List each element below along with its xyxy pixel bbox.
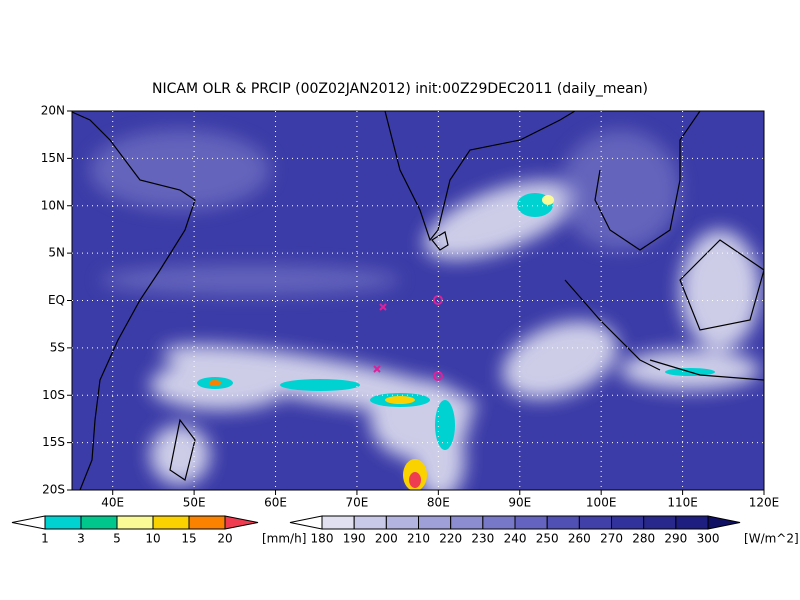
colorbar-box xyxy=(450,515,484,530)
olr-mid xyxy=(90,130,680,295)
colorbar-box xyxy=(188,515,226,530)
y-tick-label: 10N xyxy=(41,198,65,212)
colorbar-label: 250 xyxy=(536,532,559,546)
precip-patches xyxy=(197,193,715,490)
colorbar-box xyxy=(152,515,190,530)
y-tick-label: 20N xyxy=(41,104,65,118)
colorbar-label: 210 xyxy=(407,532,430,546)
colorbar-unit: [W/m^2] xyxy=(744,532,799,546)
x-tick-label: 80E xyxy=(427,496,450,510)
colorbar-box xyxy=(44,515,82,530)
colorbar-box xyxy=(321,515,355,530)
colorbar-box xyxy=(578,515,613,530)
x-tick-label: 110E xyxy=(667,496,698,510)
y-tick-label: 5S xyxy=(50,340,65,354)
coastlines xyxy=(72,111,764,490)
x-tick-label: 50E xyxy=(183,496,206,510)
colorbar-box xyxy=(482,515,516,530)
map-field xyxy=(72,111,764,490)
y-tick-label: 15N xyxy=(41,151,65,165)
colorbar-label: 280 xyxy=(632,532,655,546)
colorbar-label: 200 xyxy=(375,532,398,546)
colorbar-label: 1 xyxy=(41,532,49,546)
colorbar-label: 220 xyxy=(439,532,462,546)
y-tick-label: EQ xyxy=(48,293,65,307)
colorbar-label: 20 xyxy=(217,532,232,546)
x-tick-label: 70E xyxy=(346,496,369,510)
colorbar-arrow xyxy=(707,515,741,530)
colorbar-label: 5 xyxy=(113,532,121,546)
colorbar-label: 240 xyxy=(504,532,527,546)
colorbar-label: 180 xyxy=(311,532,334,546)
colorbar-box xyxy=(514,515,548,530)
x-tick-label: 90E xyxy=(508,496,531,510)
colorbar-box xyxy=(675,515,709,530)
colorbar-box xyxy=(418,515,452,530)
colorbar-label: 290 xyxy=(664,532,687,546)
y-tick-label: 5N xyxy=(48,246,65,260)
colorbar-label: 15 xyxy=(181,532,196,546)
colorbar-box xyxy=(611,515,645,530)
colorbar-label: 260 xyxy=(568,532,591,546)
colorbar-box xyxy=(643,515,677,530)
y-tick-label: 10S xyxy=(42,388,65,402)
storm-markers xyxy=(373,295,443,381)
colorbar-label: 190 xyxy=(343,532,366,546)
colorbar-label: 10 xyxy=(145,532,160,546)
colorbar-box xyxy=(80,515,118,530)
colorbar-arrow xyxy=(289,515,323,530)
colorbar-label: 270 xyxy=(600,532,623,546)
y-tick-label: 15S xyxy=(42,435,65,449)
colorbar-label: 3 xyxy=(77,532,85,546)
x-tick-label: 100E xyxy=(586,496,617,510)
colorbar-arrow xyxy=(224,515,259,530)
y-tick-label: 20S xyxy=(42,483,65,497)
title: NICAM OLR & PRCIP (00Z02JAN2012) init:00… xyxy=(152,81,648,97)
x-tick-label: 40E xyxy=(101,496,124,510)
colorbar-label: 230 xyxy=(471,532,494,546)
x-tick-label: 120E xyxy=(749,496,780,510)
colorbar-box xyxy=(116,515,154,530)
colorbar-label: 300 xyxy=(697,532,720,546)
colorbar-box xyxy=(385,515,420,530)
x-tick-label: 60E xyxy=(264,496,287,510)
colorbar-box xyxy=(353,515,387,530)
colorbar-unit: [mm/h] xyxy=(262,532,306,546)
colorbar-arrow xyxy=(11,515,46,530)
colorbar-box xyxy=(546,515,580,530)
